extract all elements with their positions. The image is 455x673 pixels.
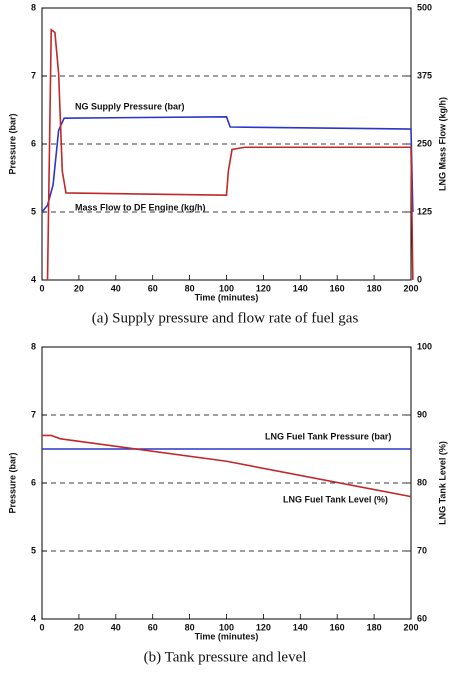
x-tick-label: 40 [111, 622, 121, 632]
x-tick-label: 140 [293, 283, 308, 293]
y2-tick-label: 0 [417, 274, 422, 284]
y2-tick-label: 125 [417, 206, 432, 216]
y-tick-label: 7 [31, 409, 36, 419]
y-tick-label: 6 [31, 477, 36, 487]
caption: (b) Tank pressure and level [144, 649, 307, 665]
y-tick-label: 4 [31, 613, 36, 623]
y-tick-label: 4 [31, 274, 36, 284]
series-label: Mass Flow to DF Engine (kg/h) [75, 202, 206, 212]
series-label: NG Supply Pressure (bar) [75, 101, 185, 111]
x-tick-label: 200 [403, 622, 418, 632]
series-line [42, 434, 412, 498]
series-label: LNG Fuel Tank Pressure (bar) [265, 431, 391, 441]
x-tick-label: 0 [39, 283, 44, 293]
y-axis-label: Pressure (bar) [7, 113, 17, 174]
x-tick-label: 100 [219, 283, 234, 293]
y2-tick-label: 90 [417, 409, 427, 419]
x-axis-label: Time (minutes) [195, 631, 259, 641]
x-tick-label: 100 [219, 622, 234, 632]
x-tick-label: 120 [256, 283, 271, 293]
x-tick-label: 40 [111, 283, 121, 293]
x-tick-label: 20 [74, 283, 84, 293]
x-tick-label: 140 [293, 622, 308, 632]
y2-tick-label: 375 [417, 70, 432, 80]
x-tick-label: 120 [256, 622, 271, 632]
x-tick-label: 0 [39, 622, 44, 632]
y2-tick-label: 80 [417, 477, 427, 487]
y2-axis-label: LNG Mass Flow (kg/h) [437, 97, 447, 191]
x-axis-label: Time (minutes) [195, 292, 259, 302]
y-axis-label: Pressure (bar) [7, 452, 17, 513]
x-tick-label: 180 [367, 283, 382, 293]
series-line [41, 115, 414, 213]
x-tick-label: 160 [330, 283, 345, 293]
series-label: LNG Fuel Tank Level (%) [283, 494, 388, 504]
y-tick-label: 5 [31, 206, 36, 216]
x-tick-label: 60 [148, 283, 158, 293]
y-tick-label: 8 [31, 341, 36, 351]
y2-axis-label: LNG Tank Level (%) [437, 441, 447, 525]
x-tick-label: 20 [74, 622, 84, 632]
y-tick-label: 5 [31, 545, 36, 555]
x-tick-label: 80 [185, 283, 195, 293]
x-tick-label: 160 [330, 622, 345, 632]
x-tick-label: 80 [185, 622, 195, 632]
x-tick-label: 200 [403, 283, 418, 293]
y-tick-label: 8 [31, 2, 36, 12]
y2-tick-label: 70 [417, 545, 427, 555]
caption: (a) Supply pressure and flow rate of fue… [92, 310, 359, 326]
y2-tick-label: 500 [417, 2, 432, 12]
y2-tick-label: 60 [417, 613, 427, 623]
plot-frame [41, 346, 412, 620]
series-line [46, 28, 414, 281]
x-tick-label: 60 [148, 622, 158, 632]
y-tick-label: 7 [31, 70, 36, 80]
y2-tick-label: 100 [417, 341, 432, 351]
y2-tick-label: 250 [417, 138, 432, 148]
y-tick-label: 6 [31, 138, 36, 148]
x-tick-label: 180 [367, 622, 382, 632]
